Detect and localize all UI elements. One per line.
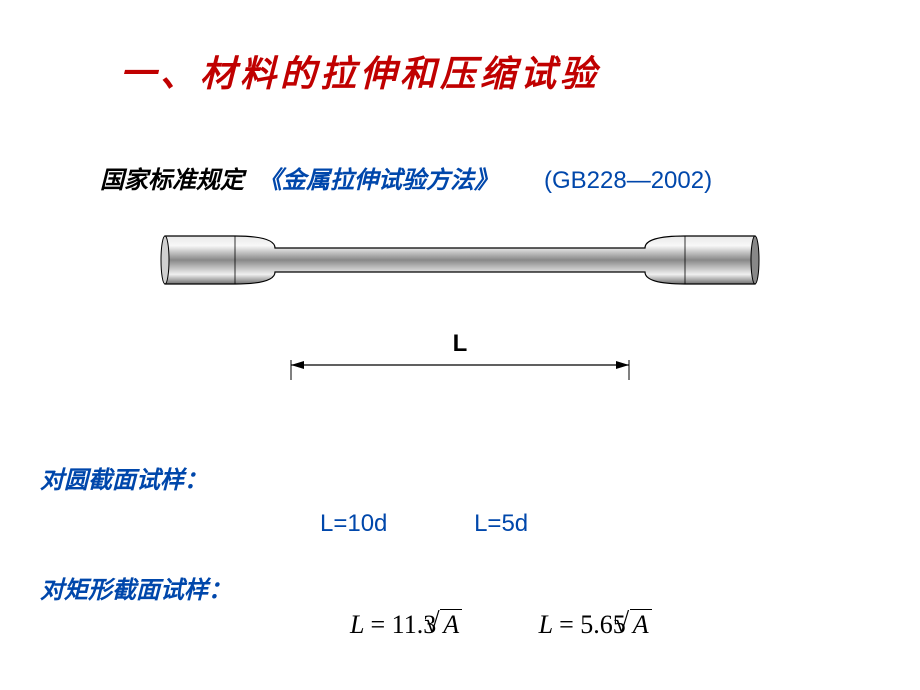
round-section-label: 对圆截面试样：	[40, 460, 208, 495]
standard-code: (GB228—2002)	[544, 167, 712, 194]
round-section-formulas: L=10d L=5d	[320, 510, 608, 538]
page-title: 一、材料的拉伸和压缩试验	[120, 45, 600, 97]
gauge-length-dimension: L	[290, 360, 630, 400]
round-formula-1: L=10d	[320, 510, 387, 537]
standard-line: 国家标准规定 《金属拉伸试验方法》 (GB228—2002)	[100, 160, 712, 195]
gauge-length-label: L	[453, 330, 468, 358]
round-formula-2: L=5d	[474, 510, 528, 537]
specimen-diagram: L	[160, 230, 760, 410]
standard-prefix: 国家标准规定	[100, 168, 244, 194]
rect-section-formulas: L = 11.3A L = 5.65A	[350, 610, 722, 640]
rect-formula-1: L = 11.3A	[350, 610, 462, 640]
rect-section-label: 对矩形截面试样：	[40, 570, 232, 605]
specimen-svg	[160, 230, 760, 290]
standard-name: 《金属拉伸试验方法》	[258, 168, 498, 194]
rect-formula-2: L = 5.65A	[539, 610, 652, 640]
